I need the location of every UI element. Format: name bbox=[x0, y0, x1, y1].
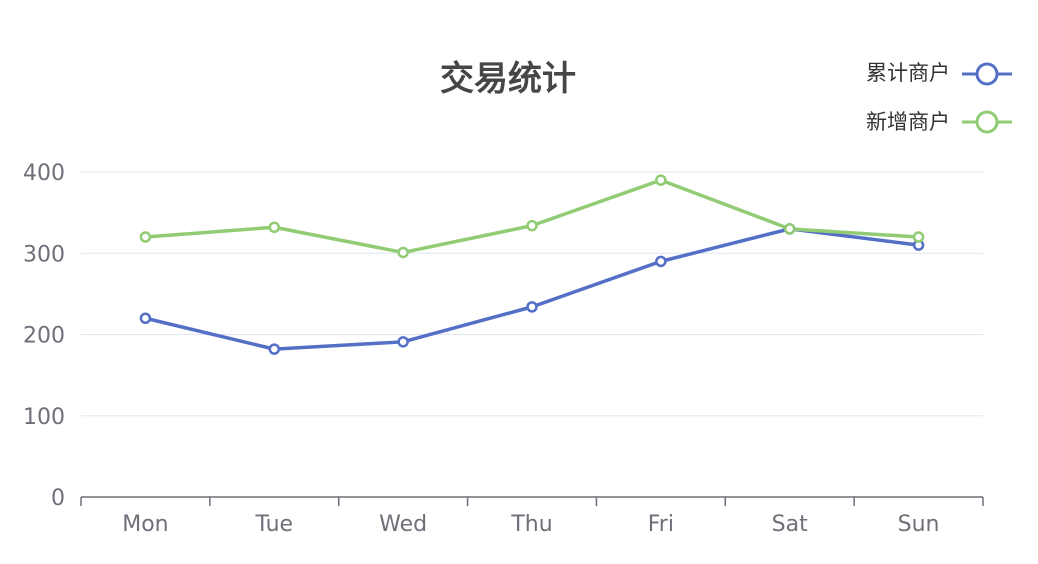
y-axis-labels: 0 100 200 300 400 bbox=[23, 161, 65, 511]
x-tick-label: Tue bbox=[254, 512, 293, 537]
data-point[interactable] bbox=[783, 223, 796, 235]
legend-marker-series-2 bbox=[975, 110, 999, 134]
data-point[interactable] bbox=[526, 219, 538, 232]
series-line-2 bbox=[145, 178, 919, 255]
y-tick-label: 0 bbox=[51, 486, 65, 511]
series-markers bbox=[139, 174, 925, 355]
x-axis bbox=[80, 496, 984, 506]
series-line-1 bbox=[145, 227, 919, 351]
data-point[interactable] bbox=[268, 221, 281, 233]
x-tick-label: Thu bbox=[510, 512, 552, 537]
x-tick-label: Fri bbox=[648, 512, 674, 537]
x-tick-label: Sun bbox=[898, 512, 940, 537]
chart-title: 交易统计 bbox=[440, 59, 576, 99]
series-lines bbox=[145, 178, 919, 351]
data-point[interactable] bbox=[526, 301, 538, 313]
y-tick-label: 200 bbox=[23, 324, 65, 349]
grid-lines bbox=[81, 171, 983, 417]
legend: 累计商户 新增商户 bbox=[866, 61, 1012, 134]
legend-marker-series-1 bbox=[975, 62, 999, 86]
y-tick-label: 300 bbox=[23, 242, 65, 267]
data-point[interactable] bbox=[655, 255, 667, 268]
data-point[interactable] bbox=[139, 231, 152, 243]
y-tick-label: 100 bbox=[23, 405, 65, 430]
data-point[interactable] bbox=[397, 336, 409, 348]
data-point[interactable] bbox=[139, 312, 152, 324]
legend-label-series-2: 新增商户 bbox=[866, 110, 950, 134]
legend-item-series-2[interactable]: 新增商户 bbox=[866, 110, 1012, 134]
x-tick-label: Sat bbox=[772, 512, 808, 537]
y-tick-label: 400 bbox=[23, 161, 65, 186]
legend-label-series-1: 累计商户 bbox=[866, 61, 950, 85]
x-tick-label: Wed bbox=[379, 512, 427, 537]
data-point[interactable] bbox=[655, 174, 667, 186]
data-point[interactable] bbox=[912, 231, 925, 243]
x-axis-labels: Mon Tue Wed Thu Fri Sat Sun bbox=[122, 512, 939, 537]
legend-item-series-1[interactable]: 累计商户 bbox=[866, 61, 1012, 86]
data-point[interactable] bbox=[268, 343, 281, 355]
x-tick-label: Mon bbox=[122, 512, 168, 537]
data-point[interactable] bbox=[397, 246, 409, 259]
